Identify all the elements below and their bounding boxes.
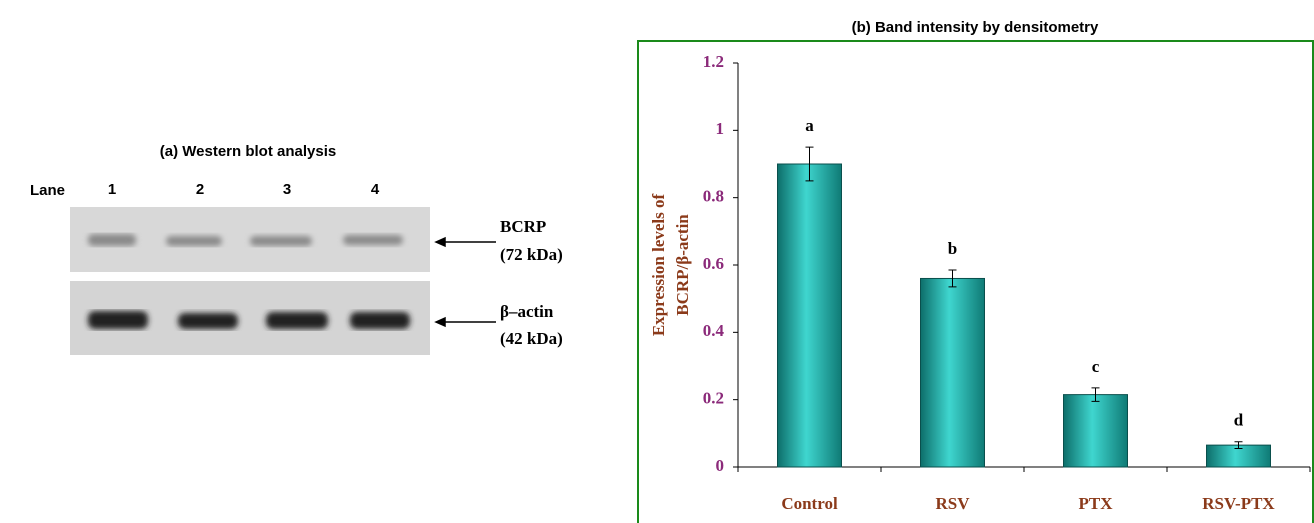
y-tick-label: 0	[716, 456, 725, 475]
band-weight: (42 kDa)	[500, 329, 563, 348]
figure: (a) Western blot analysis Lane 1 2 3 4 B…	[0, 0, 1314, 523]
bar	[1064, 395, 1128, 467]
annotation: a	[805, 116, 814, 135]
y-tick-label: 0.6	[703, 254, 724, 273]
band-name: β–actin	[500, 302, 554, 321]
y-tick-label: 1.2	[703, 52, 724, 71]
lane-number: 3	[283, 181, 291, 198]
lane-number: 2	[196, 181, 204, 198]
y-tick-label: 0.4	[703, 321, 725, 340]
x-tick-label: Control	[781, 494, 838, 513]
blot-actin	[70, 281, 430, 355]
annotation: b	[948, 239, 957, 258]
bar	[778, 164, 842, 467]
bar	[921, 278, 985, 467]
band-weight: (72 kDa)	[500, 245, 563, 264]
annotation: d	[1234, 411, 1244, 430]
band-name: BCRP	[500, 217, 546, 236]
y-label-line: Expression levels of	[649, 194, 668, 337]
lane-number: 1	[108, 181, 116, 198]
plot: 0 0.2 0.4 0.6 0.8 1 1.2 Control a RSV b PTX c RSV-PTX…	[703, 52, 1310, 513]
y-tick-label: 1	[716, 119, 725, 138]
y-tick-label: 0.2	[703, 389, 724, 408]
x-tick-label: PTX	[1079, 494, 1114, 513]
x-tick-label: RSV-PTX	[1202, 494, 1275, 513]
y-tick-label: 0.8	[703, 187, 724, 206]
chart-title: (b) Band intensity by densitometry	[852, 19, 1099, 36]
y-label-line: BCRP/β-actin	[673, 214, 692, 316]
blot-title: (a) Western blot analysis	[160, 143, 336, 160]
annotation: c	[1092, 357, 1100, 376]
arrows	[436, 238, 496, 326]
lane-label: Lane	[30, 182, 65, 199]
blot-bcrp	[70, 207, 430, 272]
lane-number: 4	[371, 181, 380, 198]
y-axis-label: Expression levels of BCRP/β-actin	[649, 194, 692, 337]
x-tick-label: RSV	[935, 494, 970, 513]
